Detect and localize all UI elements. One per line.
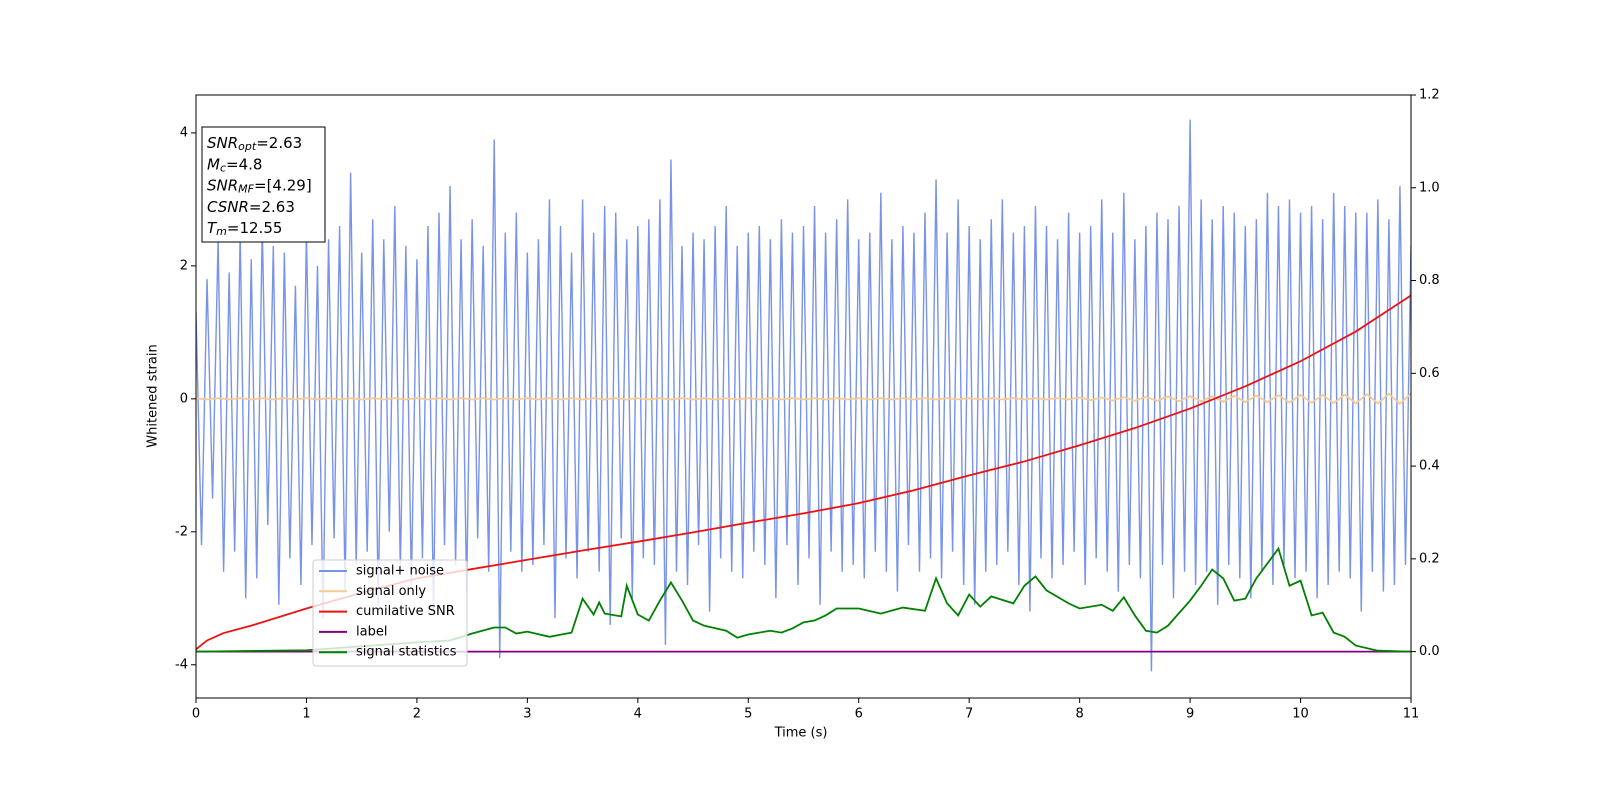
annotation-subscript: MF [238, 183, 254, 196]
annotation-line: Tm=12.55 [207, 219, 282, 239]
x-tick-label: 5 [744, 707, 752, 722]
y2-tick-label: 1.0 [1419, 180, 1440, 195]
annotation-symbol: SNR [207, 134, 238, 152]
annotation-value: =[4.29] [254, 176, 312, 194]
x-tick-label: 11 [1403, 707, 1420, 722]
annotation-symbol: T [207, 219, 218, 237]
annotation-symbol: SNR [207, 176, 238, 194]
x-tick-label: 0 [192, 707, 200, 722]
annotation-symbol: CSNR [207, 197, 249, 215]
annotation-subscript: opt [238, 140, 257, 153]
y2-tick-label: 0.0 [1419, 644, 1440, 659]
x-tick-label: 3 [523, 707, 531, 722]
annotation-value: =2.63 [256, 134, 302, 152]
y-axis-label: Whitened strain [146, 344, 161, 447]
annotation-symbol: M [207, 155, 220, 173]
x-tick-label: 4 [634, 707, 642, 722]
series-line [196, 119, 1411, 672]
y2-tick-label: 0.4 [1419, 459, 1440, 474]
annotation-subscript: c [220, 161, 226, 174]
y-tick-label: 0 [180, 391, 188, 406]
x-tick-label: 9 [1186, 707, 1194, 722]
x-tick-label: 6 [855, 707, 863, 722]
y2-tick-label: 1.2 [1419, 88, 1440, 103]
x-axis-label: Time (s) [774, 726, 828, 741]
x-tick-label: 10 [1292, 707, 1309, 722]
y2-tick-label: 0.2 [1419, 551, 1440, 566]
series-line [196, 546, 1411, 653]
y-tick-label: -2 [175, 524, 188, 539]
annotation-value: =4.8 [226, 155, 262, 173]
x-tick-label: 7 [965, 707, 973, 722]
y2-tick-label: 0.8 [1419, 273, 1440, 288]
legend-box [312, 559, 468, 667]
x-tick-label: 2 [413, 707, 421, 722]
legend-label: label [356, 624, 387, 639]
legend-label: signal statistics [356, 645, 457, 660]
legend-label: signal+ noise [356, 564, 444, 579]
y-tick-label: -4 [175, 657, 188, 672]
legend-label: signal only [356, 584, 426, 599]
annotation-line: SNRopt=2.63 [207, 134, 302, 154]
annotation-box [201, 126, 326, 243]
annotation-line: CSNR=2.63 [207, 197, 295, 215]
annotation-value: =2.63 [249, 197, 295, 215]
legend-label: cumilative SNR [356, 604, 455, 619]
annotation-line: SNRMF=[4.29] [207, 176, 312, 196]
series-line [196, 294, 1411, 651]
y-tick-label: 4 [180, 125, 188, 140]
y-tick-label: 2 [180, 258, 188, 273]
series-line [196, 392, 1411, 406]
plot-frame [195, 94, 1412, 699]
annotation-line: Mc=4.8 [207, 155, 262, 175]
annotation-subscript: m [216, 225, 227, 238]
x-tick-label: 1 [302, 707, 310, 722]
y2-tick-label: 0.6 [1419, 366, 1440, 381]
annotation-value: =12.55 [227, 219, 283, 237]
x-tick-label: 8 [1075, 707, 1083, 722]
